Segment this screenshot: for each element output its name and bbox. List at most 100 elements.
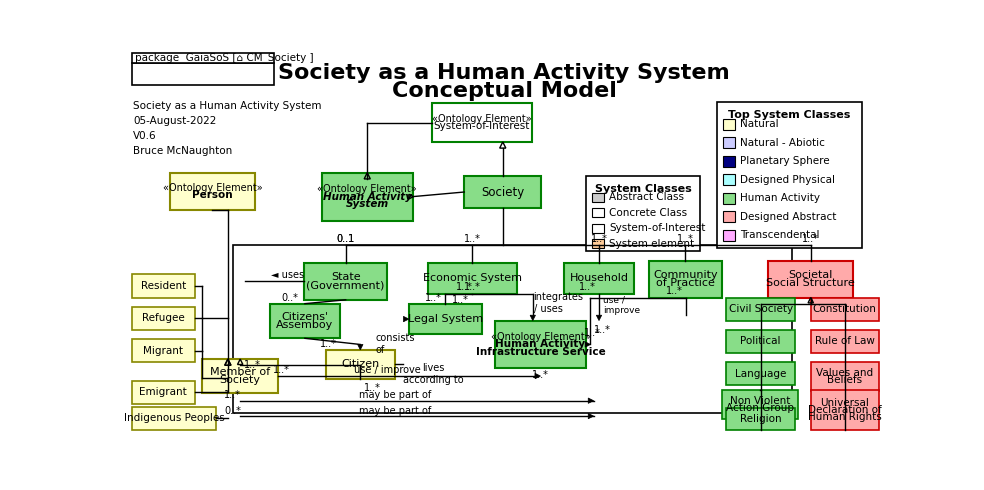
Bar <box>811 330 879 353</box>
Text: 1..*: 1..* <box>425 293 442 302</box>
Polygon shape <box>588 414 593 419</box>
Bar <box>233 245 792 413</box>
Text: Planetary Sphere: Planetary Sphere <box>740 156 830 166</box>
Bar <box>565 263 634 294</box>
Text: may be part of: may be part of <box>359 391 431 400</box>
Bar <box>132 307 195 330</box>
Text: ◄ uses: ◄ uses <box>271 270 304 280</box>
Text: «Ontology Element»: «Ontology Element» <box>491 332 590 342</box>
Bar <box>428 263 517 294</box>
Bar <box>203 359 277 393</box>
Text: 1..*: 1..* <box>224 391 241 400</box>
Polygon shape <box>588 398 593 403</box>
Text: 1..*: 1..* <box>665 286 683 296</box>
Text: Designed Abstract: Designed Abstract <box>740 212 836 221</box>
Bar <box>726 362 795 385</box>
Bar <box>271 304 339 338</box>
Text: 1..*: 1..* <box>802 234 820 244</box>
Text: of Practice: of Practice <box>656 278 715 288</box>
Bar <box>723 156 735 167</box>
Text: 1..*: 1..* <box>364 383 381 393</box>
Text: 1..*: 1..* <box>677 234 694 244</box>
Bar <box>723 119 735 130</box>
Text: Social Structure: Social Structure <box>767 278 855 288</box>
Text: 1..*: 1..* <box>244 360 261 370</box>
Text: 1..*: 1..* <box>532 369 549 379</box>
Text: 1..*: 1..* <box>274 365 290 375</box>
Bar <box>649 261 722 297</box>
Text: Universal: Universal <box>821 398 869 408</box>
Text: lives
according to: lives according to <box>403 363 463 385</box>
Bar <box>432 103 532 142</box>
Text: Indigenous Peoples: Indigenous Peoples <box>124 414 224 423</box>
Text: use /
improve: use / improve <box>603 295 640 315</box>
Text: State: State <box>331 272 360 282</box>
Polygon shape <box>535 373 540 379</box>
Polygon shape <box>403 317 408 322</box>
Bar <box>769 261 853 297</box>
Bar <box>495 320 585 368</box>
Bar <box>132 339 195 362</box>
Bar <box>722 390 798 419</box>
Text: 1..*: 1..* <box>584 328 600 338</box>
Bar <box>811 297 879 320</box>
Text: Community: Community <box>653 270 718 280</box>
Bar <box>592 223 604 233</box>
Bar <box>304 263 388 300</box>
Polygon shape <box>585 342 590 347</box>
Bar <box>592 208 604 218</box>
Bar <box>322 173 412 220</box>
Bar <box>132 274 195 297</box>
Text: Abstract Class: Abstract Class <box>609 193 684 202</box>
Text: Infrastructure Service: Infrastructure Service <box>475 347 605 357</box>
Text: «Ontology Element»: «Ontology Element» <box>432 114 531 124</box>
Text: Language: Language <box>735 369 786 379</box>
Text: Citizen: Citizen <box>341 360 380 369</box>
Bar <box>723 230 735 241</box>
Polygon shape <box>596 315 601 320</box>
Polygon shape <box>357 344 363 350</box>
Bar <box>132 63 275 85</box>
Text: Society: Society <box>219 375 261 385</box>
Text: Constitution: Constitution <box>813 304 877 314</box>
Text: Beliefs: Beliefs <box>828 375 862 386</box>
Text: Rule of Law: Rule of Law <box>815 337 875 346</box>
Text: Migrant: Migrant <box>144 345 183 356</box>
Text: Society as a Human Activity System
05-August-2022
V0.6
Bruce McNaughton: Society as a Human Activity System 05-Au… <box>133 101 322 155</box>
Bar <box>726 408 795 430</box>
Text: 1..*: 1..* <box>453 295 469 305</box>
Text: Emigrant: Emigrant <box>140 387 187 397</box>
Text: Religion: Religion <box>740 414 781 424</box>
Text: Household: Household <box>570 273 629 283</box>
Bar <box>723 137 735 148</box>
Bar <box>326 350 395 379</box>
Bar <box>592 193 604 202</box>
Text: Human Rights: Human Rights <box>808 412 882 422</box>
Text: Natural: Natural <box>740 119 778 129</box>
Text: Citizens': Citizens' <box>281 312 329 322</box>
Text: 0..*: 0..* <box>281 293 298 302</box>
Bar <box>132 407 216 430</box>
Text: System element: System element <box>609 239 694 248</box>
Text: System: System <box>345 199 389 209</box>
Bar <box>726 330 795 353</box>
Bar <box>726 297 795 320</box>
Text: Human Activity: Human Activity <box>323 192 411 201</box>
Bar <box>723 174 735 185</box>
Polygon shape <box>530 315 535 320</box>
Text: Transcendental: Transcendental <box>740 230 820 240</box>
Text: «Ontology Element»: «Ontology Element» <box>162 183 263 193</box>
Text: 1..*: 1..* <box>463 283 480 293</box>
Text: 0..1: 0..1 <box>337 234 355 244</box>
Bar <box>723 193 735 203</box>
Text: Person: Person <box>192 190 233 200</box>
Text: integrates
/ uses: integrates / uses <box>533 292 584 314</box>
Bar <box>592 239 604 248</box>
Bar <box>716 102 862 248</box>
Text: use / improve: use / improve <box>354 365 420 375</box>
Text: Societal: Societal <box>788 270 832 280</box>
Bar <box>464 176 541 208</box>
Text: Action Group: Action Group <box>726 403 794 413</box>
Text: Concrete Class: Concrete Class <box>609 208 687 218</box>
Text: package  GaiaSoS [⌂ CM_Society ]: package GaiaSoS [⌂ CM_Society ] <box>135 52 313 64</box>
